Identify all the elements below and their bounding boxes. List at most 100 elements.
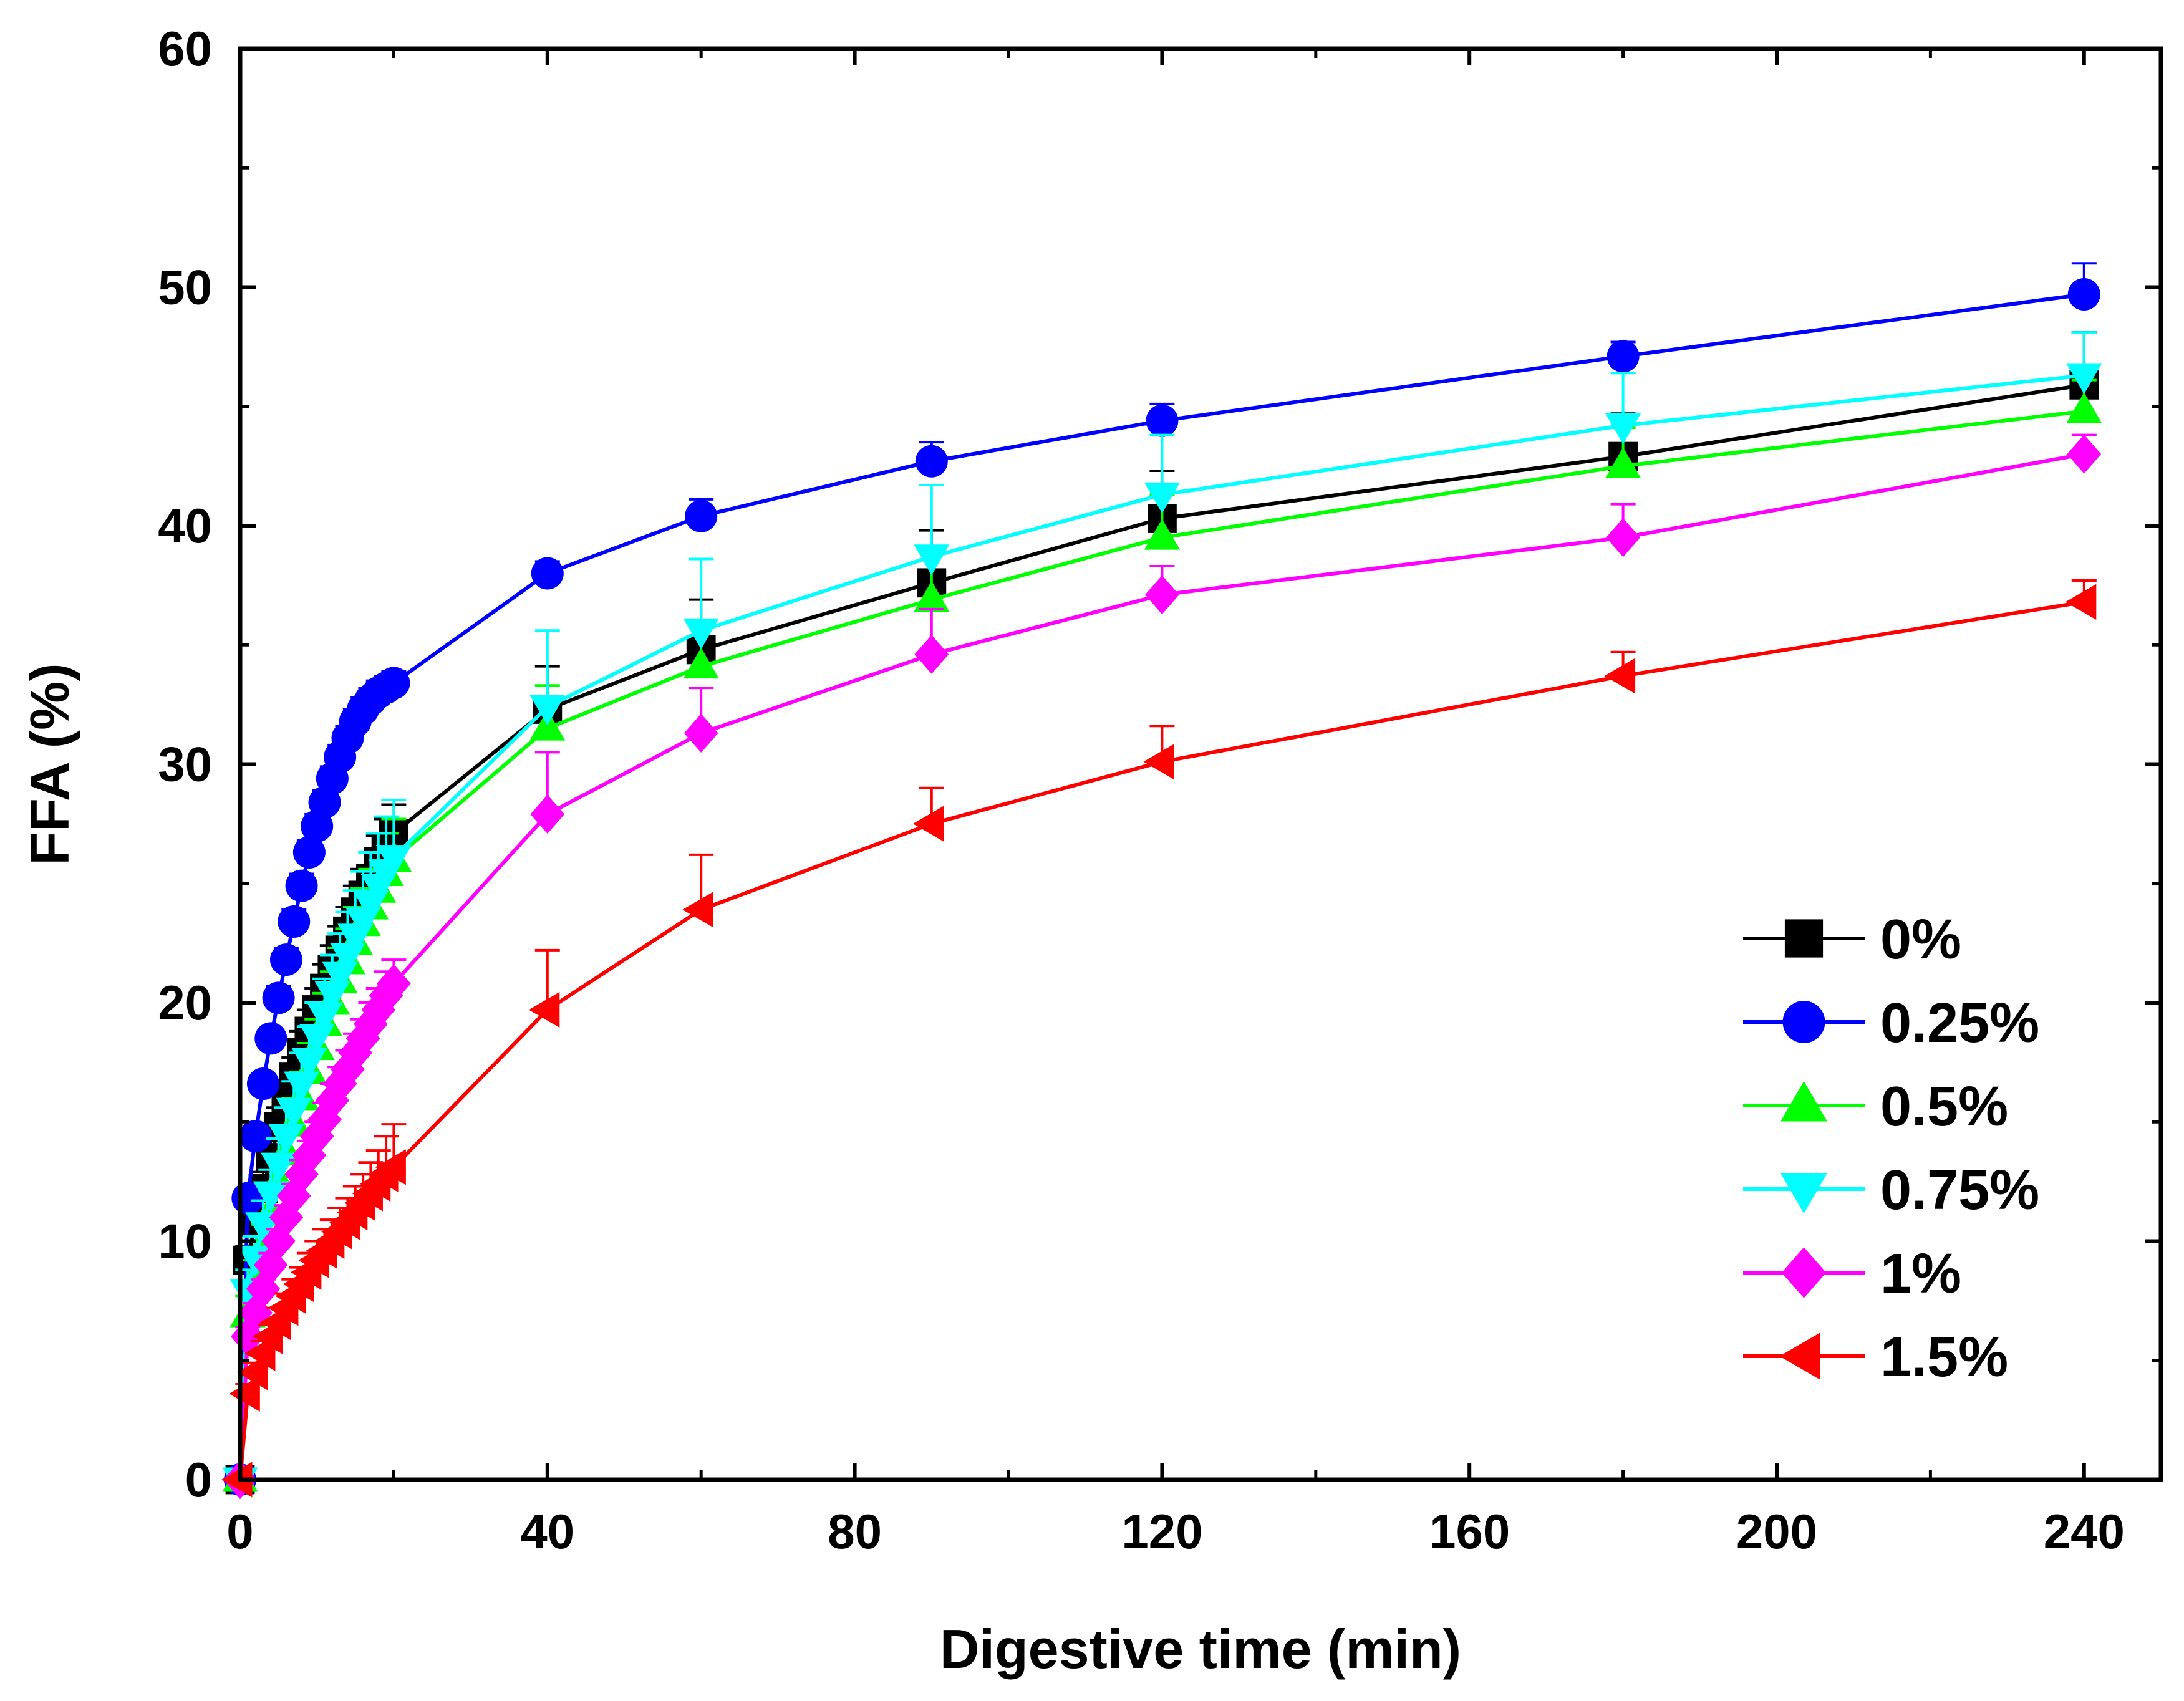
data-point [914, 581, 950, 612]
data-point [262, 981, 295, 1014]
data-point [1145, 575, 1179, 615]
legend-label: 0.25% [1880, 992, 2039, 1054]
y-tick-label: 30 [158, 737, 212, 792]
data-point [1607, 340, 1640, 373]
x-tick-label: 240 [2044, 1504, 2125, 1559]
data-point [231, 1317, 265, 1356]
data-point [254, 1022, 287, 1055]
x-axis-title: Digestive time (min) [940, 1618, 1461, 1680]
data-point [291, 1048, 327, 1079]
x-tick-label: 80 [828, 1504, 882, 1559]
data-point [377, 667, 410, 700]
data-point [361, 990, 396, 1029]
legend-item-1.5%: 1.5% [1743, 1326, 2008, 1389]
data-point [299, 1024, 335, 1055]
legend-marker [1782, 1001, 1825, 1043]
data-point [1144, 482, 1180, 514]
data-point [1606, 518, 1640, 557]
data-point [1605, 413, 1641, 445]
legend-label: 0% [1880, 908, 1961, 971]
data-point [2067, 277, 2100, 311]
data-point [284, 1155, 319, 1194]
series-1.5% [221, 579, 2097, 1498]
y-tick-label: 10 [158, 1214, 212, 1269]
legend-marker [1784, 919, 1824, 958]
data-point [239, 1120, 272, 1153]
data-point [322, 1064, 357, 1104]
data-point [246, 1269, 281, 1309]
data-point [683, 618, 719, 650]
data-point [238, 1293, 273, 1332]
data-point [912, 806, 944, 842]
data-point [2066, 392, 2102, 423]
data-point [531, 557, 564, 590]
data-point [683, 647, 719, 679]
data-point [685, 499, 718, 532]
data-point [1605, 447, 1641, 478]
data-point [269, 943, 302, 976]
legend-label: 0.5% [1880, 1076, 2008, 1138]
data-point [276, 1097, 312, 1129]
legend-marker [1781, 1173, 1827, 1214]
data-point [307, 1100, 342, 1139]
series-1% [223, 433, 2102, 1500]
data-point [292, 1135, 327, 1175]
data-point [261, 1152, 297, 1183]
data-point [1604, 658, 1636, 694]
data-point [915, 445, 948, 478]
data-point [306, 1002, 343, 1034]
legend-marker [1781, 1247, 1827, 1298]
data-point [2067, 435, 2102, 474]
x-tick-label: 40 [520, 1504, 574, 1559]
data-point [354, 1005, 388, 1044]
data-point [229, 1376, 260, 1412]
x-tick-label: 0 [226, 1504, 253, 1559]
data-point [285, 869, 318, 902]
legend-item-0.5%: 0.5% [1743, 1076, 2008, 1138]
x-tick-label: 160 [1429, 1504, 1510, 1559]
data-point [268, 1124, 304, 1155]
data-point [246, 1067, 279, 1101]
x-tick-label: 120 [1121, 1504, 1202, 1559]
data-point [2065, 584, 2097, 620]
data-point [278, 905, 311, 938]
data-point [283, 1071, 320, 1102]
data-point [377, 964, 411, 1003]
y-tick-label: 0 [185, 1452, 212, 1507]
data-point [1146, 404, 1179, 437]
data-point [2066, 363, 2102, 394]
data-point [684, 713, 718, 753]
data-point [375, 845, 412, 876]
legend-label: 1% [1880, 1243, 1961, 1305]
data-point [292, 836, 326, 869]
data-point [375, 1149, 406, 1185]
data-point [236, 1354, 268, 1390]
series-0.25% [224, 262, 2100, 1496]
data-point [1143, 744, 1174, 780]
legend-item-0.75%: 0.75% [1743, 1159, 2039, 1222]
data-point [253, 1181, 289, 1212]
axes-layer: 0 40 80 120 160 200 240 0 10 20 30 40 50 60 [158, 21, 2163, 1559]
x-tick-label: 200 [1736, 1504, 1817, 1559]
legend-label: 1.5% [1880, 1326, 2008, 1389]
legend-marker [1779, 1332, 1820, 1380]
y-tick-label: 60 [158, 21, 212, 76]
y-tick-label: 40 [158, 498, 212, 553]
data-point [528, 991, 560, 1028]
legend-item-1%: 1% [1743, 1243, 1961, 1305]
legend-item-0.25%: 0.25% [1743, 992, 2039, 1054]
data-point [276, 1176, 311, 1216]
y-tick-label: 50 [158, 260, 212, 315]
data-point [914, 544, 950, 576]
data-point [529, 695, 566, 726]
y-tick-label: 20 [158, 975, 212, 1030]
legend: 0% 0.25% 0.5% 0.75% 1% 1.5% [1743, 908, 2039, 1389]
data-point [682, 892, 713, 928]
legend-marker [1781, 1081, 1827, 1122]
data-point [914, 635, 949, 674]
legend-label: 0.75% [1880, 1159, 2039, 1222]
y-axis-title: FFA (%) [19, 663, 80, 865]
data-point [530, 794, 565, 834]
